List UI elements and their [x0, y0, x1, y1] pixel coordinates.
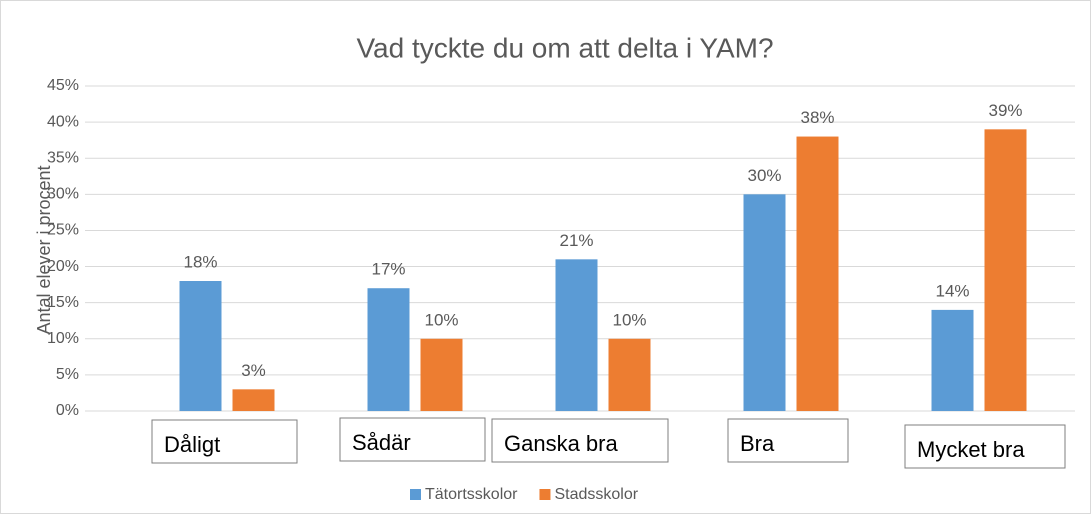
y-tick-label: 40% [47, 113, 79, 130]
data-label: 18% [183, 252, 217, 271]
data-label: 38% [800, 108, 834, 127]
data-label: 3% [241, 361, 266, 380]
y-tick-label: 10% [47, 330, 79, 347]
category-box [491, 418, 669, 463]
bar [796, 136, 839, 412]
y-axis-label: Antal elever i procent [34, 165, 54, 334]
x-tick-label: Mycket bra [917, 437, 1025, 462]
bar [420, 338, 463, 411]
bar [232, 389, 275, 411]
x-tick-label: Dåligt [164, 432, 220, 457]
bar [931, 309, 974, 411]
y-tick-label: 30% [47, 186, 79, 203]
data-label: 39% [988, 101, 1022, 120]
x-tick-label: Bra [740, 431, 775, 456]
y-tick-label: 5% [56, 366, 79, 383]
y-tick-label: 35% [47, 149, 79, 166]
legend-swatch [410, 489, 421, 500]
x-tick-label: Ganska bra [504, 431, 618, 456]
data-label: 17% [371, 260, 405, 279]
x-tick-label: Sådär [352, 430, 411, 455]
y-tick-label: 20% [47, 258, 79, 275]
category-box [727, 418, 849, 463]
legend-label: Stadsskolor [554, 486, 638, 503]
data-label: 30% [747, 166, 781, 185]
data-label: 21% [559, 231, 593, 250]
y-tick-label: 0% [56, 402, 79, 419]
data-label: 14% [935, 281, 969, 300]
legend-label: Tätortsskolor [425, 486, 518, 503]
bar [743, 194, 786, 411]
bar [367, 288, 410, 411]
category-box [904, 424, 1066, 469]
category-box [151, 419, 298, 464]
bar [555, 259, 598, 411]
chart-title: Vad tyckte du om att delta i YAM? [356, 32, 773, 63]
y-tick-label: 25% [47, 222, 79, 239]
data-label: 10% [424, 310, 458, 329]
category-box [339, 417, 486, 462]
data-label: 10% [612, 310, 646, 329]
y-tick-label: 45% [47, 77, 79, 94]
bar [984, 129, 1027, 412]
bar [179, 281, 222, 411]
y-tick-label: 15% [47, 294, 79, 311]
legend-swatch [539, 489, 551, 500]
bar [608, 338, 651, 411]
